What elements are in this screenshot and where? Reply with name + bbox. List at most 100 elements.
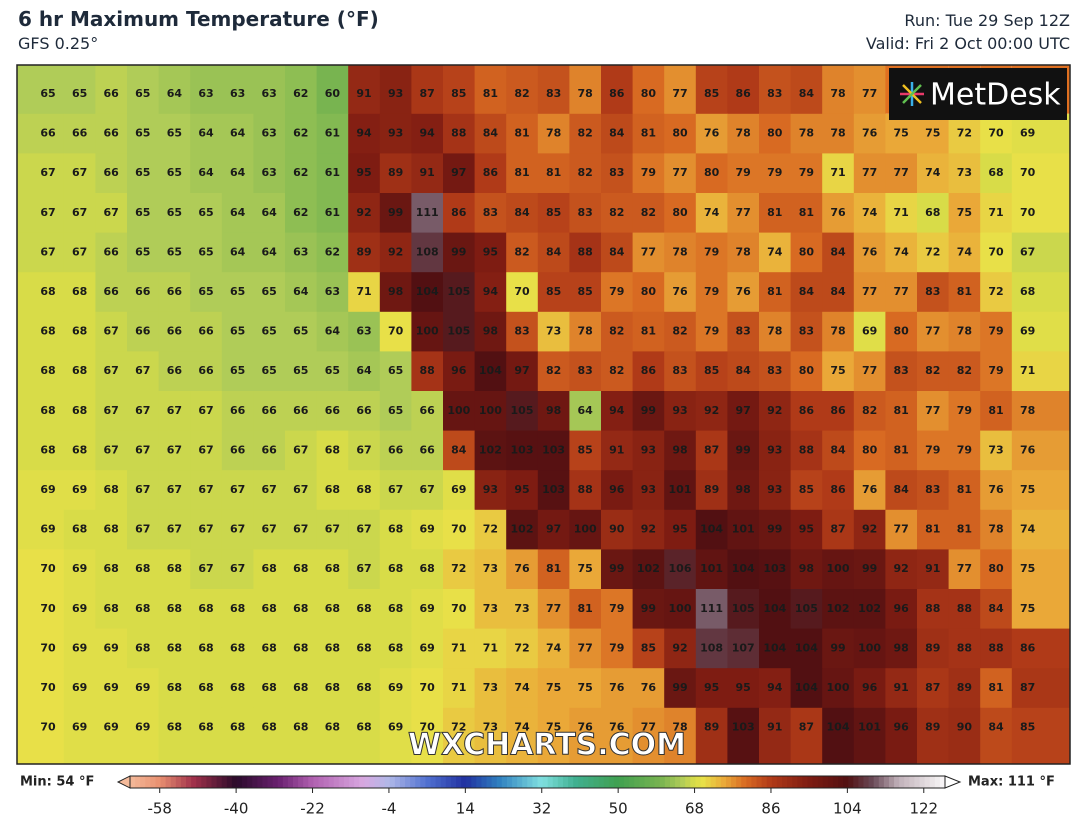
temperature-label: 67	[104, 404, 119, 417]
temperature-label: 66	[420, 443, 436, 456]
cell-bg	[569, 153, 602, 194]
cell-bg	[17, 470, 65, 511]
cell-bg	[443, 509, 476, 550]
temperature-label: 80	[641, 87, 657, 100]
temperature-label: 81	[894, 404, 909, 417]
temperature-label: 75	[957, 206, 972, 219]
colorbar-segment	[568, 776, 574, 788]
cell-bg	[980, 509, 1013, 550]
colorbar-segment	[894, 776, 900, 788]
colorbar-segment	[899, 776, 905, 788]
cell-bg	[980, 549, 1013, 590]
temperature-label: 75	[546, 681, 561, 694]
temperature-label: 66	[167, 325, 183, 338]
colorbar-segment	[216, 776, 223, 788]
colorbar-segment	[827, 776, 834, 788]
temperature-label: 82	[609, 364, 624, 377]
temperature-label: 72	[988, 285, 1003, 298]
cell-bg	[506, 509, 539, 550]
temperature-label: 81	[546, 562, 561, 575]
temperature-label: 85	[546, 206, 561, 219]
cell-bg	[95, 113, 128, 154]
cell-bg	[885, 589, 918, 630]
cell-bg	[664, 470, 697, 511]
colorbar-segment	[231, 776, 238, 788]
cell-bg	[285, 351, 318, 392]
temperature-label: 76	[988, 483, 1004, 496]
colorbar-segment	[226, 776, 233, 788]
cell-bg	[127, 668, 160, 709]
temperature-label: 64	[198, 166, 214, 179]
cell-bg	[95, 628, 128, 669]
cell-bg	[917, 430, 950, 471]
cell-bg	[664, 232, 697, 273]
temperature-label: 89	[925, 721, 940, 734]
temperature-label: 68	[262, 562, 277, 575]
temperature-label: 86	[736, 87, 752, 100]
colorbar-segment	[496, 776, 503, 788]
colorbar-arrow-left	[116, 775, 131, 789]
cell-bg	[474, 65, 507, 115]
cell-bg	[601, 430, 634, 471]
temperature-label: 99	[609, 562, 624, 575]
colorbar-segment	[659, 776, 666, 788]
cell-bg	[790, 668, 823, 709]
cell-bg	[285, 430, 318, 471]
colorbar-segment	[929, 776, 936, 788]
colorbar-frame	[129, 775, 946, 789]
cell-bg	[221, 549, 254, 590]
colorbar-segment	[812, 776, 819, 788]
temperature-label: 70	[988, 127, 1004, 140]
cell-bg	[569, 707, 602, 764]
cell-bg	[253, 509, 286, 550]
temperature-label: 96	[894, 602, 910, 615]
temperature-label: 68	[40, 285, 55, 298]
cell-bg	[601, 707, 634, 764]
cell-bg	[632, 391, 665, 432]
temperature-label: 62	[293, 206, 308, 219]
temperature-label: 78	[830, 87, 845, 100]
cell-bg	[1011, 153, 1070, 194]
temperature-label: 82	[578, 127, 593, 140]
temperature-label: 81	[767, 285, 782, 298]
colorbar-segment	[695, 776, 702, 788]
cell-bg	[948, 549, 981, 590]
temperature-label: 81	[767, 206, 782, 219]
temperature-label: 68	[325, 641, 340, 654]
cell-bg	[411, 311, 444, 352]
temperature-label: 87	[420, 87, 435, 100]
colorbar-segment	[939, 776, 946, 788]
temperature-label: 83	[483, 206, 498, 219]
colorbar-segment	[685, 776, 691, 788]
temperature-label: 82	[578, 166, 593, 179]
cell-bg	[506, 193, 539, 234]
cell-bg	[853, 272, 886, 313]
temperature-label: 69	[104, 721, 119, 734]
colorbar-segment	[420, 776, 427, 788]
temperature-label: 91	[894, 681, 909, 694]
colorbar-segment	[664, 776, 671, 788]
cell-bg	[948, 391, 981, 432]
temperature-label: 71	[830, 166, 845, 179]
cell-bg	[316, 193, 349, 234]
temperature-label: 94	[420, 127, 436, 140]
cell-bg	[253, 153, 286, 194]
temperature-label: 72	[483, 523, 498, 536]
cell-bg	[474, 193, 507, 234]
cell-bg	[348, 311, 381, 352]
cell-bg	[127, 351, 160, 392]
cell-bg	[190, 113, 223, 154]
temperature-label: 89	[704, 721, 719, 734]
cell-bg	[727, 232, 760, 273]
temperature-label: 75	[546, 721, 561, 734]
temperature-label: 81	[894, 443, 909, 456]
cell-bg	[221, 470, 254, 511]
temperature-label: 83	[578, 364, 593, 377]
cell-bg	[474, 351, 507, 392]
temperature-label: 101	[669, 483, 692, 496]
temperature-label: 67	[356, 562, 371, 575]
temperature-label: 102	[858, 602, 881, 615]
cell-bg	[790, 311, 823, 352]
cell-bg	[17, 668, 65, 709]
colorbar-tick-label: -22	[300, 800, 325, 818]
